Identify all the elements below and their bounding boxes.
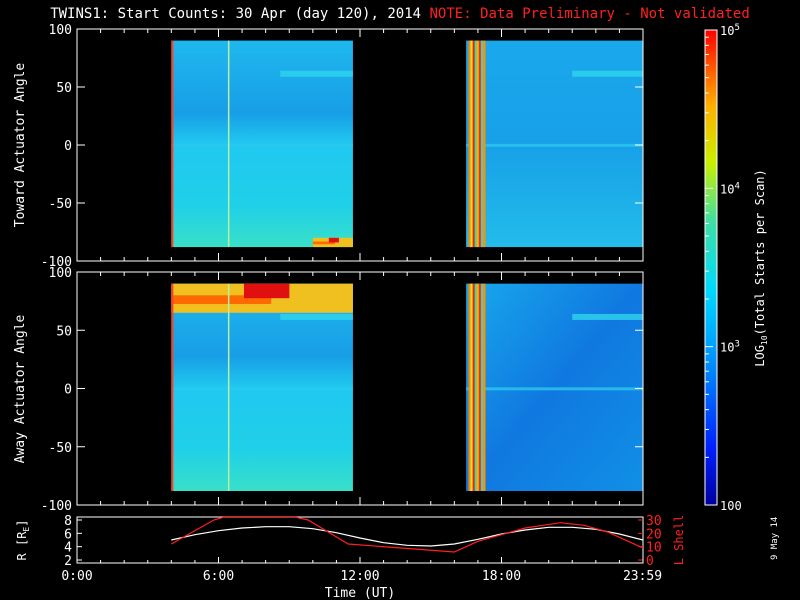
hot-peak bbox=[328, 237, 339, 243]
y-tick-label: 50 bbox=[56, 81, 72, 96]
vertical-streak bbox=[227, 40, 230, 248]
hot-stripe bbox=[478, 283, 482, 492]
hot-stripe bbox=[472, 283, 476, 492]
orbit-left-y-label: R [RE] bbox=[15, 520, 31, 561]
y-tick-label: -50 bbox=[49, 197, 72, 212]
orbit-right-tick-label: 30 bbox=[646, 514, 662, 529]
hot-stripe bbox=[482, 40, 486, 248]
hot-stripe bbox=[482, 283, 486, 492]
orbit-right-y-label: L Shell bbox=[672, 515, 686, 566]
orbit-right-tick-label: 10 bbox=[646, 541, 662, 556]
y-tick-label: 0 bbox=[64, 383, 72, 398]
colorbar-ticks: 100 103 104 105 bbox=[705, 23, 742, 513]
x-tick-label: 12:00 bbox=[340, 569, 379, 584]
hot-core bbox=[312, 241, 335, 245]
hot-core bbox=[171, 295, 272, 305]
edge-streak bbox=[171, 40, 174, 248]
hot-stripe bbox=[480, 40, 484, 248]
upper-band bbox=[572, 70, 643, 77]
colorbar-tick-label: 100 bbox=[720, 499, 742, 513]
hot-stripe bbox=[474, 40, 478, 248]
y-tick-label: 0 bbox=[64, 139, 72, 154]
y-tick-label: -100 bbox=[41, 255, 72, 270]
orbit-traces bbox=[171, 516, 644, 553]
zero-band bbox=[466, 387, 643, 391]
zero-band bbox=[171, 143, 353, 147]
hot-stripe bbox=[474, 283, 478, 492]
toward-y-axis: 100 50 0 -50 -100 bbox=[41, 23, 643, 270]
away-panel: 100 50 0 -50 -100 Away Actuator Angle bbox=[13, 266, 644, 514]
r-trace bbox=[171, 526, 644, 547]
colorbar-tick-label: 103 bbox=[720, 340, 740, 355]
hot-stripe bbox=[478, 40, 482, 248]
vertical-streak bbox=[227, 283, 230, 492]
hot-peak bbox=[243, 283, 290, 299]
away-y-axis: 100 50 0 -50 -100 bbox=[41, 266, 643, 514]
hot-stripe bbox=[468, 283, 472, 492]
y-tick-label: 100 bbox=[49, 266, 72, 281]
x-tick-label: 23:59 bbox=[623, 569, 662, 584]
y-tick-label: -100 bbox=[41, 499, 72, 514]
zero-band bbox=[466, 143, 643, 147]
date-stamp: 9 May 14 bbox=[770, 516, 780, 560]
title-text: TWINS1: Start Counts: 30 Apr (day 120), … bbox=[50, 6, 422, 22]
toward-panel: 100 50 0 -50 -100 Toward Actuator Angle bbox=[13, 23, 644, 270]
upper-band bbox=[280, 313, 353, 320]
hot-stripe bbox=[472, 40, 476, 248]
colorbar-gradient bbox=[704, 29, 718, 506]
upper-band bbox=[280, 70, 353, 77]
orbit-left-tick-label: 8 bbox=[64, 514, 72, 529]
hot-stripe bbox=[470, 40, 474, 248]
orbit-left-tick-label: 4 bbox=[64, 541, 72, 556]
toward-data-blocks bbox=[171, 40, 643, 248]
hot-stripe bbox=[476, 283, 480, 492]
orbit-left-tick-label: 2 bbox=[64, 554, 72, 569]
upper-band bbox=[572, 313, 643, 320]
x-axis-label: Time (UT) bbox=[325, 586, 395, 600]
lshell-trace bbox=[171, 516, 644, 553]
hot-stripe bbox=[476, 40, 480, 248]
y-tick-label: -50 bbox=[49, 441, 72, 456]
toward-x-axis-ticks bbox=[76, 29, 644, 261]
edge-streak bbox=[171, 283, 174, 492]
zero-band bbox=[171, 387, 353, 391]
colorbar-label: LOG10(Total Starts per Scan) bbox=[753, 169, 769, 367]
orbit-right-tick-label: 0 bbox=[646, 554, 654, 569]
away-x-axis-ticks bbox=[76, 272, 644, 505]
colorbar-tick-label: 104 bbox=[720, 181, 740, 196]
away-data-blocks bbox=[171, 283, 643, 492]
orbit-panel-frame bbox=[76, 516, 644, 564]
hot-stripe bbox=[470, 283, 474, 492]
y-tick-label: 100 bbox=[49, 23, 72, 38]
colorbar: 100 103 104 105 LOG10(Total Starts per Scan… bbox=[704, 23, 769, 513]
toward-y-label: Toward Actuator Angle bbox=[13, 63, 28, 228]
chart-title: TWINS1: Start Counts: 30 Apr (day 120), … bbox=[0, 6, 800, 22]
x-tick-label: 0:00 bbox=[61, 569, 92, 584]
hot-stripe bbox=[468, 40, 472, 248]
away-y-label: Away Actuator Angle bbox=[13, 314, 28, 463]
orbit-right-tick-label: 20 bbox=[646, 527, 662, 542]
x-tick-label: 6:00 bbox=[203, 569, 234, 584]
preliminary-note: NOTE: Data Preliminary - Not validated bbox=[429, 6, 750, 22]
x-tick-label: 18:00 bbox=[482, 569, 521, 584]
orbit-left-tick-label: 6 bbox=[64, 527, 72, 542]
y-tick-label: 50 bbox=[56, 324, 72, 339]
hot-stripe bbox=[480, 283, 484, 492]
colorbar-tick-label: 105 bbox=[720, 23, 740, 38]
